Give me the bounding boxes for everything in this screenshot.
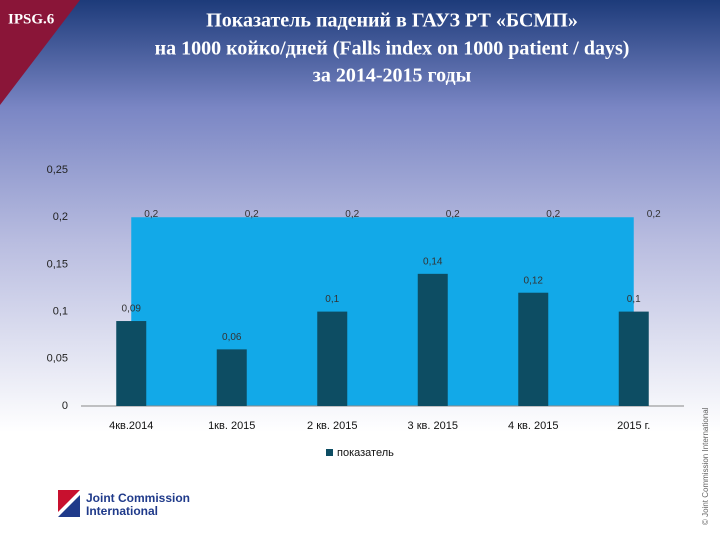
bar — [317, 311, 348, 406]
logo-mark — [58, 490, 80, 512]
logo-mark — [58, 495, 80, 517]
legend-swatch — [326, 449, 333, 456]
badge: IPSG.6 — [8, 11, 55, 27]
x-tick-label: 4кв.2014 — [109, 420, 153, 432]
bar — [116, 321, 147, 406]
bar-label: 0,1 — [325, 294, 339, 305]
area-label: 0,2 — [546, 209, 560, 220]
y-tick-label: 0,25 — [47, 164, 68, 176]
x-tick-label: 4 кв. 2015 — [508, 420, 558, 432]
y-tick-label: 0,1 — [53, 306, 68, 318]
bar-label: 0,12 — [524, 275, 544, 286]
logo-text: Joint Commission — [86, 491, 190, 505]
bar-label: 0,14 — [423, 256, 443, 267]
logo: Joint Commission International — [58, 490, 190, 518]
badge-triangle — [0, 0, 80, 105]
title-line: на 1000 койко/дней (Falls index on 1000 … — [155, 38, 630, 60]
bar-label: 0,06 — [222, 332, 242, 343]
x-tick-label: 2 кв. 2015 — [307, 420, 357, 432]
area-label: 0,2 — [446, 209, 460, 220]
legend-label: показатель — [337, 447, 394, 459]
area-label: 0,2 — [245, 209, 259, 220]
title-line: за 2014-2015 годы — [313, 65, 472, 87]
x-tick-label: 1кв. 2015 — [208, 420, 255, 432]
area-label: 0,2 — [647, 209, 661, 220]
bar — [518, 292, 549, 406]
bar — [216, 349, 247, 406]
bar — [417, 273, 448, 406]
bar — [618, 311, 649, 406]
title-line: Показатель падений в ГАУЗ РТ «БСМП» — [206, 10, 578, 32]
bar-label: 0,09 — [122, 304, 142, 315]
logo-text: International — [86, 504, 158, 518]
area — [131, 217, 634, 406]
x-tick-label: 3 кв. 2015 — [408, 420, 458, 432]
y-tick-label: 0,2 — [53, 211, 68, 223]
y-tick-label: 0,05 — [47, 353, 68, 365]
area-label: 0,2 — [345, 209, 359, 220]
copyright: © Joint Commission International — [701, 407, 710, 525]
y-tick-label: 0,15 — [47, 258, 68, 270]
x-tick-label: 2015 г. — [617, 420, 650, 432]
area-label: 0,2 — [144, 209, 158, 220]
y-tick-label: 0 — [62, 400, 68, 412]
bar-label: 0,1 — [627, 294, 641, 305]
